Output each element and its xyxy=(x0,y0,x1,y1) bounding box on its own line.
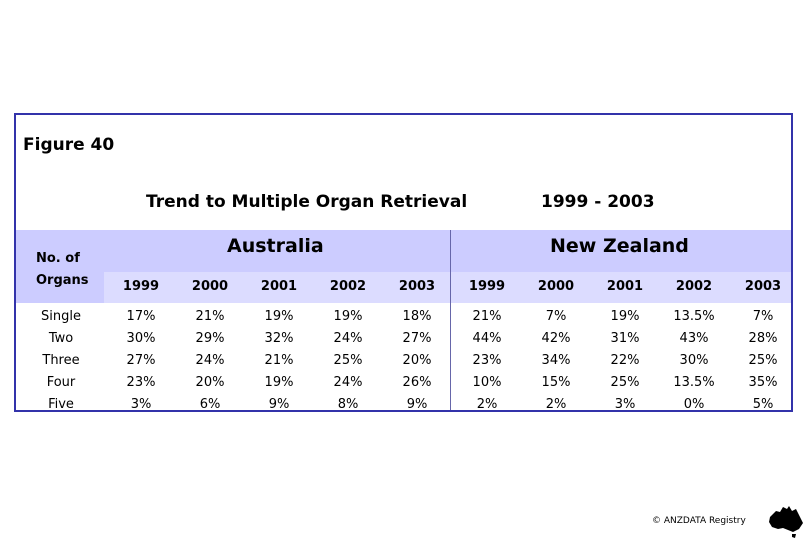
table-cell: 25% xyxy=(610,375,640,390)
organs-header-line2: Organs xyxy=(36,273,89,288)
table-cell: 20% xyxy=(195,375,225,390)
table-cell: 20% xyxy=(402,353,432,368)
table-cell: 31% xyxy=(610,331,640,346)
new-zealand-year-header-2003: 2003 xyxy=(744,279,782,294)
table-cell: 19% xyxy=(610,309,640,324)
new-zealand-year-header-2002: 2002 xyxy=(675,279,713,294)
table-cell: 3% xyxy=(614,397,636,412)
table-cell: 43% xyxy=(679,331,709,346)
row-label: Two xyxy=(48,331,74,346)
australia-year-header-2002: 2002 xyxy=(329,279,367,294)
table-cell: 9% xyxy=(268,397,290,412)
row-label: Three xyxy=(42,353,80,368)
table-cell: 7% xyxy=(545,309,567,324)
table-cell: 35% xyxy=(748,375,778,390)
table-cell: 26% xyxy=(402,375,432,390)
table-cell: 42% xyxy=(541,331,571,346)
table-cell: 18% xyxy=(402,309,432,324)
table-cell: 21% xyxy=(472,309,502,324)
organs-header-line1: No. of xyxy=(36,251,80,266)
region-new-zealand: New Zealand xyxy=(550,235,689,257)
table-cell: 2% xyxy=(545,397,567,412)
figure-label: Figure 40 xyxy=(23,135,115,155)
table-cell: 19% xyxy=(333,309,363,324)
table-cell: 27% xyxy=(402,331,432,346)
region-divider xyxy=(450,230,451,410)
table-cell: 13.5% xyxy=(673,309,715,324)
table-cell: 25% xyxy=(333,353,363,368)
table-cell: 44% xyxy=(472,331,502,346)
table-cell: 0% xyxy=(683,397,705,412)
table-cell: 9% xyxy=(406,397,428,412)
table-cell: 25% xyxy=(748,353,778,368)
new-zealand-year-header-2001: 2001 xyxy=(606,279,644,294)
table-cell: 8% xyxy=(337,397,359,412)
table-cell: 19% xyxy=(264,309,294,324)
table-cell: 27% xyxy=(126,353,156,368)
table-cell: 10% xyxy=(472,375,502,390)
new-zealand-year-header-1999: 1999 xyxy=(468,279,506,294)
table-cell: 3% xyxy=(130,397,152,412)
table-cell: 17% xyxy=(126,309,156,324)
table-cell: 13.5% xyxy=(673,375,715,390)
region-australia: Australia xyxy=(227,235,324,257)
table-cell: 5% xyxy=(752,397,774,412)
year-header-band xyxy=(104,272,791,303)
copyright-footer: © ANZDATA Registry xyxy=(652,516,746,526)
table-cell: 23% xyxy=(126,375,156,390)
figure-frame: Figure 40 Trend to Multiple Organ Retrie… xyxy=(14,113,793,412)
table-cell: 34% xyxy=(541,353,571,368)
table-cell: 22% xyxy=(610,353,640,368)
australia-map-icon xyxy=(769,506,803,538)
organs-column-header: No. of Organs xyxy=(36,248,89,292)
table-cell: 32% xyxy=(264,331,294,346)
row-label: Single xyxy=(41,309,81,324)
table-cell: 30% xyxy=(679,353,709,368)
table-cell: 24% xyxy=(333,375,363,390)
table-cell: 21% xyxy=(264,353,294,368)
australia-year-header-2003: 2003 xyxy=(398,279,436,294)
table-cell: 15% xyxy=(541,375,571,390)
table-cell: 30% xyxy=(126,331,156,346)
australia-year-header-1999: 1999 xyxy=(122,279,160,294)
table-cell: 24% xyxy=(195,353,225,368)
table-cell: 6% xyxy=(199,397,221,412)
australia-year-header-2001: 2001 xyxy=(260,279,298,294)
table-cell: 2% xyxy=(476,397,498,412)
table-cell: 19% xyxy=(264,375,294,390)
table-cell: 21% xyxy=(195,309,225,324)
row-label: Four xyxy=(46,375,76,390)
table-cell: 7% xyxy=(752,309,774,324)
table-title: Trend to Multiple Organ Retrieval xyxy=(146,192,468,212)
table-cell: 23% xyxy=(472,353,502,368)
table-cell: 28% xyxy=(748,331,778,346)
new-zealand-year-header-2000: 2000 xyxy=(537,279,575,294)
row-label: Five xyxy=(48,397,74,412)
australia-year-header-2000: 2000 xyxy=(191,279,229,294)
table-cell: 24% xyxy=(333,331,363,346)
year-range: 1999 - 2003 xyxy=(541,192,655,212)
table-cell: 29% xyxy=(195,331,225,346)
